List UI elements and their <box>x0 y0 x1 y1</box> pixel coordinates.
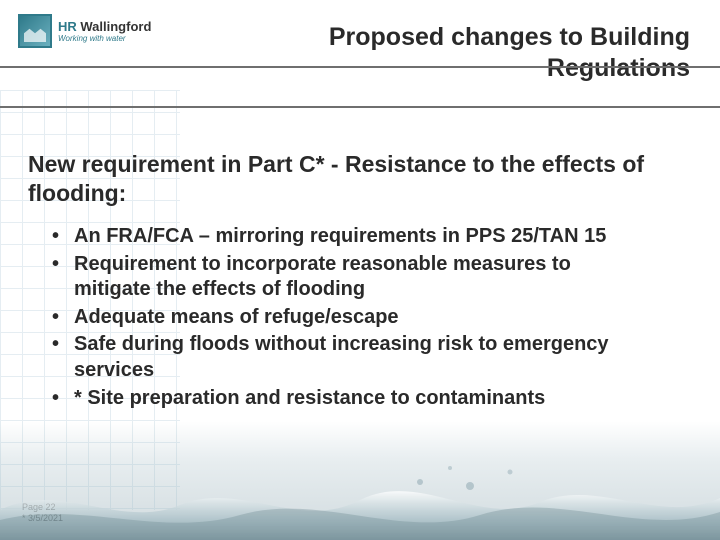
logo-tagline: Working with water <box>58 35 151 43</box>
bullet-list: An FRA/FCA – mirroring requirements in P… <box>52 224 650 413</box>
list-item: * Site preparation and resistance to con… <box>52 386 650 412</box>
page-title: Proposed changes to Building Regulations <box>250 22 690 85</box>
footer-date: * 3/5/2021 <box>22 513 63 524</box>
list-item: Requirement to incorporate reasonable me… <box>52 252 650 303</box>
list-item: An FRA/FCA – mirroring requirements in P… <box>52 224 650 250</box>
logo-mark-icon <box>18 14 52 48</box>
list-item: Adequate means of refuge/escape <box>52 305 650 331</box>
footer: Page 22 * 3/5/2021 <box>22 502 63 524</box>
list-item: Safe during floods without increasing ri… <box>52 332 650 383</box>
divider-bottom <box>0 106 720 108</box>
footer-page: Page 22 <box>22 502 63 513</box>
divider-top <box>0 66 720 68</box>
logo-brand: HR Wallingford <box>58 20 151 33</box>
slide: HR Wallingford Working with water Propos… <box>0 0 720 540</box>
logo: HR Wallingford Working with water <box>18 14 151 48</box>
logo-text: HR Wallingford Working with water <box>58 20 151 43</box>
logo-brand-wall: Wallingford <box>77 19 152 34</box>
section-heading: New requirement in Part C* - Resistance … <box>28 150 660 208</box>
logo-brand-hr: HR <box>58 19 77 34</box>
